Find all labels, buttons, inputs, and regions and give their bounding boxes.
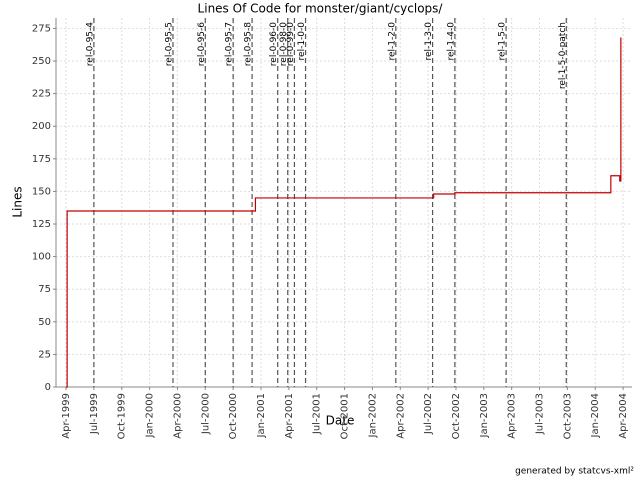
x-tick-label: Jul-2000	[200, 393, 211, 435]
data-line	[66, 37, 622, 388]
x-tick-label: Apr-2000	[172, 393, 183, 439]
y-axis-title: Lines	[11, 186, 25, 217]
y-tick-label: 250	[32, 56, 51, 67]
marker-label: rel-0-95-4	[85, 22, 95, 66]
x-tick-label: Jul-2003	[535, 393, 546, 435]
x-tick-label: Jul-2002	[423, 393, 434, 435]
marker-label: rel-0-98-0	[279, 22, 289, 66]
marker-label: rel-1-2-0	[387, 22, 397, 61]
x-tick-label: Jan-2002	[367, 393, 378, 438]
x-tick-label: Apr-2001	[284, 393, 295, 439]
chart-title: Lines Of Code for monster/giant/cyclops/	[198, 2, 444, 16]
x-tick-label: Apr-2004	[618, 393, 629, 439]
marker-label: rel-1-5-0	[498, 22, 508, 61]
x-axis-title: Date	[326, 414, 355, 428]
x-tick-label: Jan-2003	[479, 393, 490, 438]
x-tick-label: Apr-1999	[61, 393, 72, 439]
x-tick-label: Oct-2000	[228, 393, 239, 439]
y-tick-label: 200	[32, 121, 51, 132]
y-tick-label: 100	[32, 252, 51, 263]
footer: generated by statcvs-xml²	[515, 467, 634, 477]
x-tick-label: Oct-2001	[340, 393, 351, 439]
marker-label: rel-0-96-0	[269, 22, 279, 66]
y-tick-label: 0	[45, 382, 51, 393]
x-tick-label: Jul-1999	[89, 393, 100, 435]
y-tick-label: 50	[38, 317, 51, 328]
marker-label: rel-0-99-0	[286, 22, 296, 66]
marker-label: rel-1-4-0	[446, 22, 456, 61]
marker-label: rel-1-0-0	[297, 22, 307, 61]
x-tick-label: Jan-2001	[256, 393, 267, 438]
plot-area	[56, 18, 632, 387]
marker-label: rel-0-95-7	[225, 22, 235, 66]
y-tick-label: 150	[32, 186, 51, 197]
marker-label: rel-0-95-6	[197, 22, 207, 66]
y-tick-label: 25	[38, 349, 51, 360]
x-tick-label: Oct-2002	[451, 393, 462, 439]
x-tick-label: Apr-2003	[507, 393, 518, 439]
y-tick-label: 125	[32, 219, 51, 230]
marker-label: rel-0-95-5	[164, 22, 174, 66]
x-tick-label: Jul-2001	[312, 393, 323, 435]
x-tick-label: Oct-1999	[117, 393, 128, 439]
y-tick-label: 175	[32, 154, 51, 165]
x-tick-label: Jan-2004	[590, 393, 601, 438]
y-tick-label: 225	[32, 89, 51, 100]
x-tick-label: Oct-2003	[562, 393, 573, 439]
x-tick-label: Apr-2002	[395, 393, 406, 439]
x-tick-label: Jan-2000	[145, 393, 156, 438]
marker-label: rel-1-5-0-patch	[558, 22, 568, 89]
y-tick-label: 275	[32, 23, 51, 34]
marker-label: rel-1-3-0	[424, 22, 434, 61]
marker-label: rel-0-95-8	[244, 22, 254, 66]
y-tick-label: 75	[38, 284, 51, 295]
